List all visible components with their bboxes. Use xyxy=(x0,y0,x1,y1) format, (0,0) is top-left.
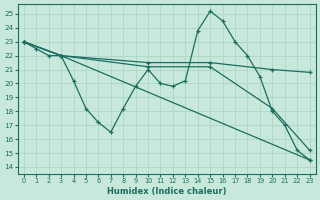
X-axis label: Humidex (Indice chaleur): Humidex (Indice chaleur) xyxy=(107,187,227,196)
